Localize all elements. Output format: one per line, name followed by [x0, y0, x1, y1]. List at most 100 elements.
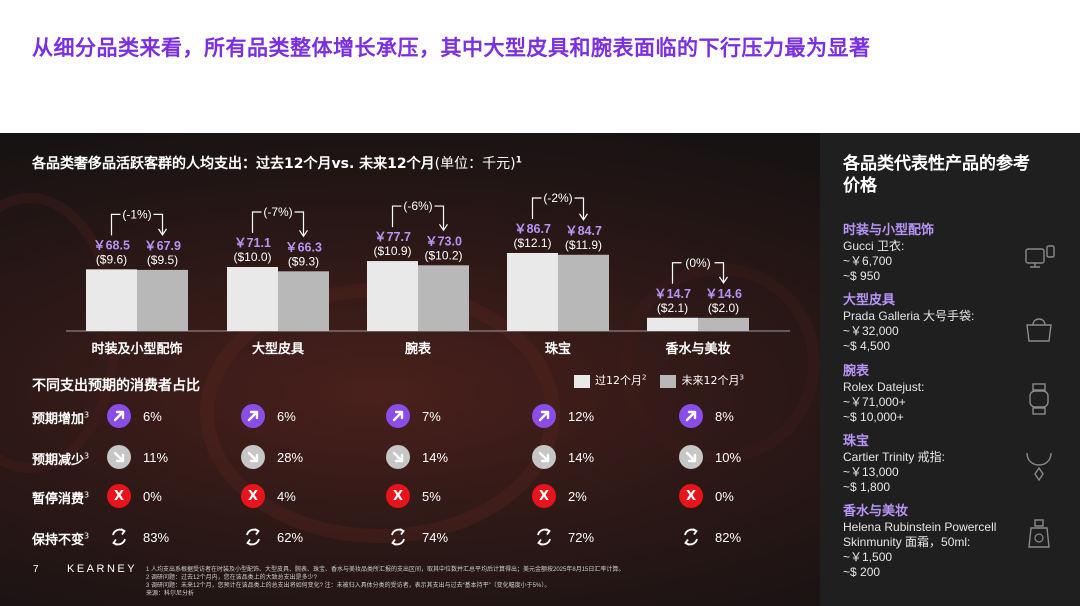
table-cell: 82% [679, 525, 741, 549]
change-bracket-left [251, 211, 262, 234]
change-arrow-head [299, 229, 308, 238]
row-label: 预期增加3 [32, 408, 89, 427]
sidebar-category: 腕表 [843, 364, 870, 379]
sidebar-product-item: 大型皮具 Prada Galleria 大号手袋: ~￥32,000 ~$ 4,500 [843, 292, 1033, 354]
row-label-text: 预期增加 [32, 412, 85, 427]
sidebar-product-line: ~￥6,700 [843, 254, 893, 268]
table-cell-value: 6% [277, 408, 296, 424]
legend-mark-past: 2 [642, 373, 647, 382]
arrow-down-icon [532, 445, 556, 469]
change-arrow-head [719, 276, 728, 284]
table-cell-value: 5% [422, 488, 441, 504]
change-bracket-left [531, 197, 542, 219]
arrow-down-icon [679, 445, 703, 469]
legend-swatch-future [660, 374, 677, 388]
row-label-footnote-mark: 3 [84, 490, 90, 500]
sidebar-product-item: 腕表 Rolex Datejust: ~￥71,000+ ~$ 10,000+ [843, 363, 1033, 425]
table-cell: 11% [107, 445, 168, 469]
bar-future [278, 271, 329, 331]
change-label: (-6%) [403, 199, 432, 213]
arrow-up-icon [107, 404, 131, 428]
change-bracket-left [391, 205, 402, 228]
sidebar-product-line: ~$ 10,000+ [843, 410, 904, 424]
row-label: 保持不变3 [32, 529, 89, 548]
row-label-footnote-mark: 3 [84, 531, 90, 541]
change-bracket-left [671, 262, 682, 284]
x-stop-icon: X [107, 484, 131, 508]
change-arrow-head [439, 223, 448, 232]
bar-label-usd: ($2.1) [657, 301, 688, 315]
table-cell: X 4% [241, 484, 296, 508]
table-cell-value: 28% [277, 449, 304, 465]
sidebar-category: 时装与小型配饰 [843, 223, 935, 238]
change-label: (-7%) [263, 205, 292, 219]
arrow-down-icon [386, 445, 410, 469]
bar-label-usd: ($9.3) [288, 254, 319, 268]
table-cell: 12% [532, 404, 594, 428]
table-cell-value: 12% [568, 408, 595, 424]
table-cell-value: 11% [143, 449, 169, 465]
table-cell-value: 72% [568, 529, 595, 545]
table-cell: 6% [241, 404, 296, 428]
bar-past [647, 317, 698, 331]
footnote-line: 3 调研问题：未来12个月，您预计在该品类上的总支出将如何变化? 注：未被归入具… [146, 583, 551, 589]
sidebar-product-line: Helena Rubinstein Powercell [843, 520, 997, 534]
chart-legend: 过12个月2 未来12个月3 [574, 372, 744, 388]
cycle-arrows-icon [107, 525, 131, 549]
bar-label-value: ￥67.9 [144, 239, 181, 253]
change-label: (0%) [685, 256, 710, 270]
bar-label-value: ￥14.7 [654, 287, 691, 301]
bar-past [227, 267, 278, 331]
bar-future [558, 254, 609, 331]
table-cell-value: 74% [422, 529, 449, 545]
sidebar-category: 珠宝 [843, 434, 870, 449]
bar-label-usd: ($10.2) [424, 248, 462, 262]
bar-label-value: ￥86.7 [514, 222, 551, 236]
table-title: 不同支出预期的消费者占比 [32, 378, 200, 394]
sidebar-product-line: Gucci 卫衣: [843, 239, 905, 253]
chart-title-footnote-mark: 1 [515, 155, 522, 166]
table-cell-value: 83% [143, 529, 170, 545]
legend-label-future: 未来12个月 [681, 374, 740, 387]
table-cell: X 5% [386, 484, 441, 508]
row-label: 暂停消费3 [32, 488, 89, 507]
table-cell: X 0% [107, 484, 162, 508]
table-cell-value: 4% [277, 488, 296, 504]
table-cell: 74% [386, 525, 448, 549]
clothing-icon [1022, 243, 1056, 280]
table-cell-value: 7% [422, 408, 441, 424]
legend-item-future: 未来12个月3 [660, 372, 744, 388]
arrow-up-icon [679, 404, 703, 428]
chart-title-unit: (单位：千元) [434, 156, 516, 172]
change-label: (-2%) [543, 191, 572, 205]
perfume-icon [1022, 519, 1056, 556]
table-cell: 14% [532, 445, 594, 469]
table-cell-value: 0% [143, 488, 162, 504]
category-label: 时装及小型配饰 [91, 341, 182, 357]
arrow-down-icon [107, 445, 131, 469]
table-cell-value: 6% [143, 408, 162, 424]
bar-label-value: ￥77.7 [374, 230, 411, 244]
change-bracket-right [153, 213, 164, 234]
sidebar-product-line: ~￥13,000 [843, 465, 899, 479]
bar-label-value: ￥68.5 [93, 238, 130, 252]
table-cell: 72% [532, 525, 594, 549]
brand-logo-text: KEARNEY [67, 563, 138, 575]
category-label: 香水与美妆 [664, 341, 730, 357]
sidebar-title: 各品类代表性产品的参考价格 [843, 154, 1030, 196]
change-arrow-head [579, 213, 588, 221]
chart-title: 各品类奢侈品活跃客群的人均支出：过去12个月vs. 未来12个月(单位：千元)1 [32, 153, 522, 173]
footnotes: 1 人均支出系根据受访者在时装及小型配饰、大型皮具、腕表、珠宝、香水与美妆品类所… [146, 566, 624, 598]
legend-swatch-past [574, 374, 590, 388]
bar-past [86, 269, 137, 331]
category-label: 腕表 [405, 341, 432, 357]
bar-past [367, 261, 418, 331]
sidebar-product-line: Prada Galleria 大号手袋: [843, 309, 975, 323]
x-stop-icon: X [532, 484, 556, 508]
x-stop-icon: X [679, 484, 703, 508]
arrow-up-icon [241, 404, 265, 428]
bar-label-usd: ($12.1) [513, 236, 551, 250]
row-label-text: 保持不变 [32, 533, 85, 548]
sidebar-panel [820, 133, 1080, 606]
sidebar-product-item: 香水与美妆 Helena Rubinstein Powercell Skinmuni… [843, 503, 1033, 580]
